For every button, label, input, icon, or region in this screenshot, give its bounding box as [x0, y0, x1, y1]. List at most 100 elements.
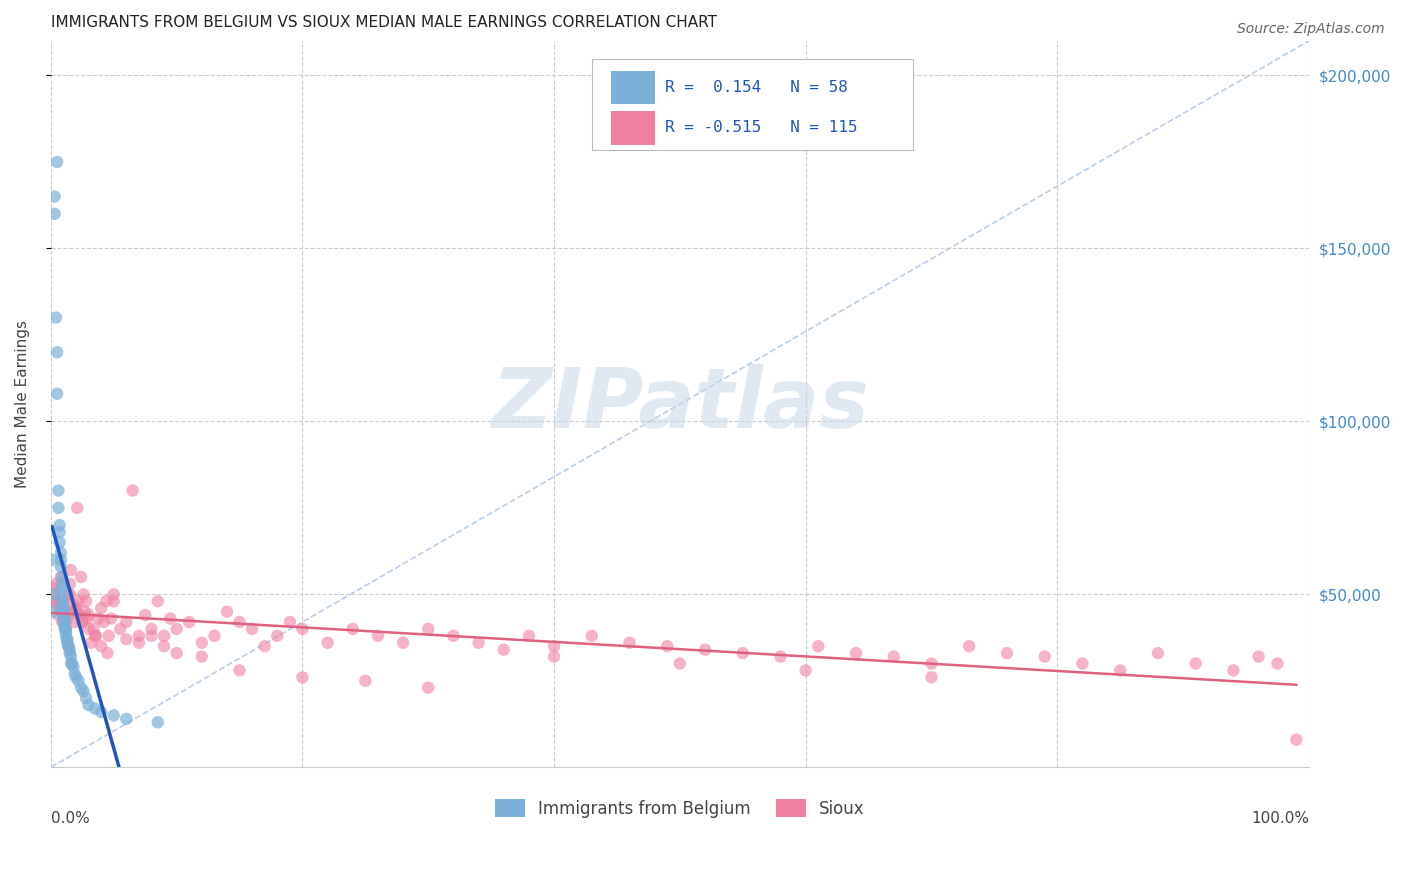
Point [418, 681, 440, 695]
Point [59, 646, 82, 660]
Point [41, 553, 63, 567]
Point [63, 615, 86, 629]
Point [253, 639, 276, 653]
Point [807, 639, 830, 653]
Point [48, 535, 70, 549]
Point [67, 594, 90, 608]
Point [83, 622, 105, 636]
Point [48, 524, 70, 539]
Point [49, 570, 72, 584]
Point [291, 622, 314, 636]
Point [128, 636, 150, 650]
Point [794, 664, 817, 678]
Point [52, 601, 75, 615]
Point [769, 649, 792, 664]
Point [59, 587, 82, 601]
Point [543, 649, 565, 664]
Point [1184, 657, 1206, 671]
Point [72, 615, 94, 629]
Point [166, 646, 188, 660]
Point [52, 605, 75, 619]
Point [342, 622, 364, 636]
Point [70, 681, 93, 695]
Point [72, 684, 94, 698]
Point [49, 553, 72, 567]
Point [97, 629, 120, 643]
Point [278, 615, 301, 629]
Point [392, 636, 415, 650]
Point [215, 605, 238, 619]
Point [46, 386, 69, 401]
Point [141, 629, 163, 643]
Point [56, 632, 79, 647]
Point [1247, 649, 1270, 664]
Point [228, 664, 250, 678]
Point [58, 639, 80, 653]
Point [669, 657, 692, 671]
Point [49, 559, 72, 574]
Point [83, 701, 105, 715]
FancyBboxPatch shape [610, 71, 655, 104]
Point [45, 310, 67, 325]
Point [87, 611, 110, 625]
Point [52, 605, 75, 619]
Point [51, 570, 73, 584]
Point [65, 605, 87, 619]
Point [141, 622, 163, 636]
Point [115, 632, 138, 647]
Point [52, 608, 75, 623]
Point [266, 629, 288, 643]
Point [957, 639, 980, 653]
Point [48, 518, 70, 533]
Point [48, 500, 70, 515]
Point [46, 594, 69, 608]
Point [240, 622, 263, 636]
Point [70, 570, 93, 584]
Point [56, 636, 79, 650]
Text: R =  0.154   N = 58: R = 0.154 N = 58 [665, 80, 848, 95]
Point [58, 639, 80, 653]
Point [84, 629, 107, 643]
Point [90, 639, 112, 653]
Point [146, 594, 169, 608]
Point [96, 594, 118, 608]
Point [48, 601, 70, 615]
Point [202, 629, 225, 643]
Point [59, 657, 82, 671]
Point [51, 598, 73, 612]
Point [845, 646, 868, 660]
Point [128, 629, 150, 643]
Point [619, 636, 641, 650]
Point [115, 615, 138, 629]
Point [52, 611, 75, 625]
Point [90, 705, 112, 719]
Legend: Immigrants from Belgium, Sioux: Immigrants from Belgium, Sioux [488, 793, 872, 824]
Point [42, 587, 65, 601]
Point [1071, 657, 1094, 671]
Point [65, 601, 87, 615]
Point [44, 207, 66, 221]
Point [55, 629, 77, 643]
FancyBboxPatch shape [610, 112, 655, 145]
Point [56, 611, 79, 625]
Point [53, 594, 76, 608]
Point [77, 608, 100, 623]
Point [65, 670, 87, 684]
Point [51, 581, 73, 595]
Point [995, 646, 1018, 660]
Point [55, 625, 77, 640]
Point [73, 605, 96, 619]
Text: 100.0%: 100.0% [1251, 811, 1309, 826]
Point [62, 598, 84, 612]
Point [66, 500, 89, 515]
Point [46, 155, 69, 169]
Point [44, 587, 66, 601]
Point [543, 639, 565, 653]
Point [63, 666, 86, 681]
Point [581, 629, 603, 643]
Point [115, 712, 138, 726]
Point [153, 629, 176, 643]
Point [179, 615, 201, 629]
Point [191, 636, 214, 650]
Point [75, 594, 97, 608]
